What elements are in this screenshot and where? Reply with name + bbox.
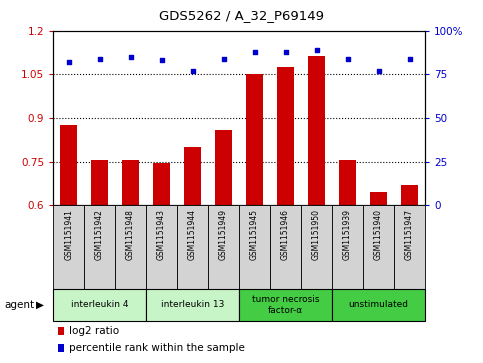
Point: [158, 58, 166, 64]
Bar: [91, 160, 108, 205]
Bar: [339, 160, 356, 205]
Point: [220, 56, 227, 62]
Bar: [394, 205, 425, 289]
Text: interleukin 4: interleukin 4: [71, 301, 128, 309]
Text: percentile rank within the sample: percentile rank within the sample: [69, 343, 245, 353]
Bar: [215, 130, 232, 205]
Bar: [208, 205, 239, 289]
Text: GDS5262 / A_32_P69149: GDS5262 / A_32_P69149: [159, 9, 324, 22]
Bar: [401, 185, 418, 205]
Bar: [270, 205, 301, 289]
Bar: [363, 205, 394, 289]
Text: GSM1151949: GSM1151949: [219, 209, 228, 260]
Text: unstimulated: unstimulated: [349, 301, 409, 309]
Bar: [332, 205, 363, 289]
Text: GSM1151939: GSM1151939: [343, 209, 352, 260]
Point: [65, 59, 72, 65]
Text: GSM1151945: GSM1151945: [250, 209, 259, 260]
Bar: [184, 147, 201, 205]
Bar: [308, 56, 325, 205]
Text: GSM1151940: GSM1151940: [374, 209, 383, 260]
Bar: [301, 205, 332, 289]
Bar: [277, 67, 294, 205]
Bar: [332, 289, 425, 321]
Text: agent: agent: [5, 300, 35, 310]
Bar: [146, 289, 239, 321]
Bar: [53, 205, 84, 289]
Point: [375, 68, 383, 74]
Bar: [239, 205, 270, 289]
Bar: [239, 289, 332, 321]
Point: [251, 49, 258, 55]
Point: [127, 54, 134, 60]
Bar: [122, 160, 139, 205]
Text: interleukin 13: interleukin 13: [161, 301, 224, 309]
Text: GSM1151942: GSM1151942: [95, 209, 104, 260]
Bar: [246, 74, 263, 205]
Bar: [177, 205, 208, 289]
Text: tumor necrosis
factor-α: tumor necrosis factor-α: [252, 295, 319, 315]
Text: GSM1151950: GSM1151950: [312, 209, 321, 260]
Point: [344, 56, 352, 62]
Text: log2 ratio: log2 ratio: [69, 326, 119, 336]
Bar: [153, 163, 170, 205]
Text: GSM1151944: GSM1151944: [188, 209, 197, 260]
Bar: [146, 205, 177, 289]
Point: [282, 49, 289, 55]
Bar: [115, 205, 146, 289]
Text: GSM1151948: GSM1151948: [126, 209, 135, 260]
Text: ▶: ▶: [36, 300, 44, 310]
Text: GSM1151943: GSM1151943: [157, 209, 166, 260]
Bar: [53, 289, 146, 321]
Text: GSM1151946: GSM1151946: [281, 209, 290, 260]
Point: [313, 47, 320, 53]
Point: [189, 68, 197, 74]
Point: [96, 56, 103, 62]
Bar: [60, 125, 77, 205]
Point: [406, 56, 413, 62]
Text: GSM1151941: GSM1151941: [64, 209, 73, 260]
Text: GSM1151947: GSM1151947: [405, 209, 414, 260]
Bar: [370, 192, 387, 205]
Bar: [84, 205, 115, 289]
